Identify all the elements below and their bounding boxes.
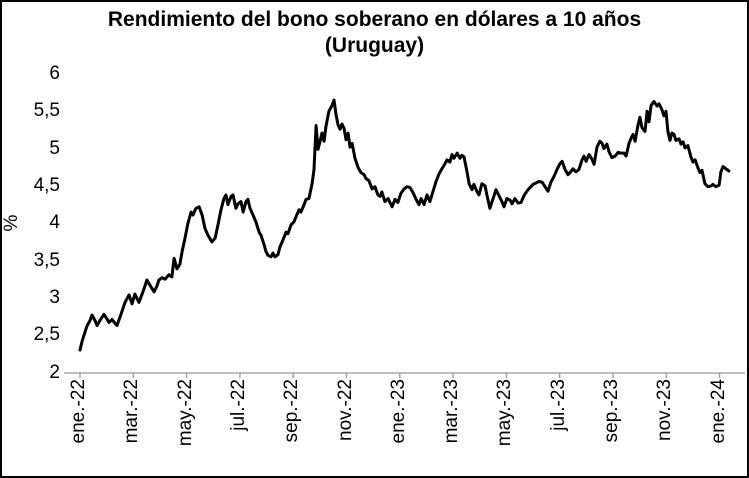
x-axis-tick-label: jul.-23 [547,379,569,431]
y-axis-tick-label: 4 [49,212,60,234]
chart-title-block: Rendimiento del bono soberano en dólares… [2,7,747,59]
chart-title: Rendimiento del bono soberano en dólares… [107,8,642,31]
x-axis-tick-label: may.-23 [494,379,516,447]
x-axis-tick-label: ene.-22 [68,379,89,444]
chart-subtitle: (Uruguay) [324,34,425,57]
x-axis-tick-label: nov.-23 [654,379,676,441]
x-axis-tick-label: may.-22 [174,379,196,447]
y-axis-tick-label: 2 [49,361,60,383]
x-axis-tick-label: ene.-24 [707,379,729,444]
x-axis-tick-label: sep.-23 [601,379,622,443]
x-axis-tick-label: mar.-23 [441,379,463,444]
y-axis-tick-label: 6 [49,63,60,84]
x-axis-tick-label: sep.-22 [281,379,303,443]
yield-line-series [78,98,731,352]
x-axis-tick-label: ene.-23 [387,379,409,444]
y-axis-tick-label: 5,5 [33,100,60,122]
x-axis-tick-label: jul.-22 [227,379,249,431]
y-axis-tick-label: 2,5 [33,324,60,346]
y-axis-tick-label: 3 [49,286,60,308]
y-axis-tick-label: 3,5 [33,249,60,271]
x-axis-tick-label: nov.-22 [334,379,356,441]
y-axis-tick-label: 4,5 [33,174,60,196]
y-axis-tick-label: 5 [49,137,60,159]
x-axis-tick-label: mar.-22 [121,379,143,444]
